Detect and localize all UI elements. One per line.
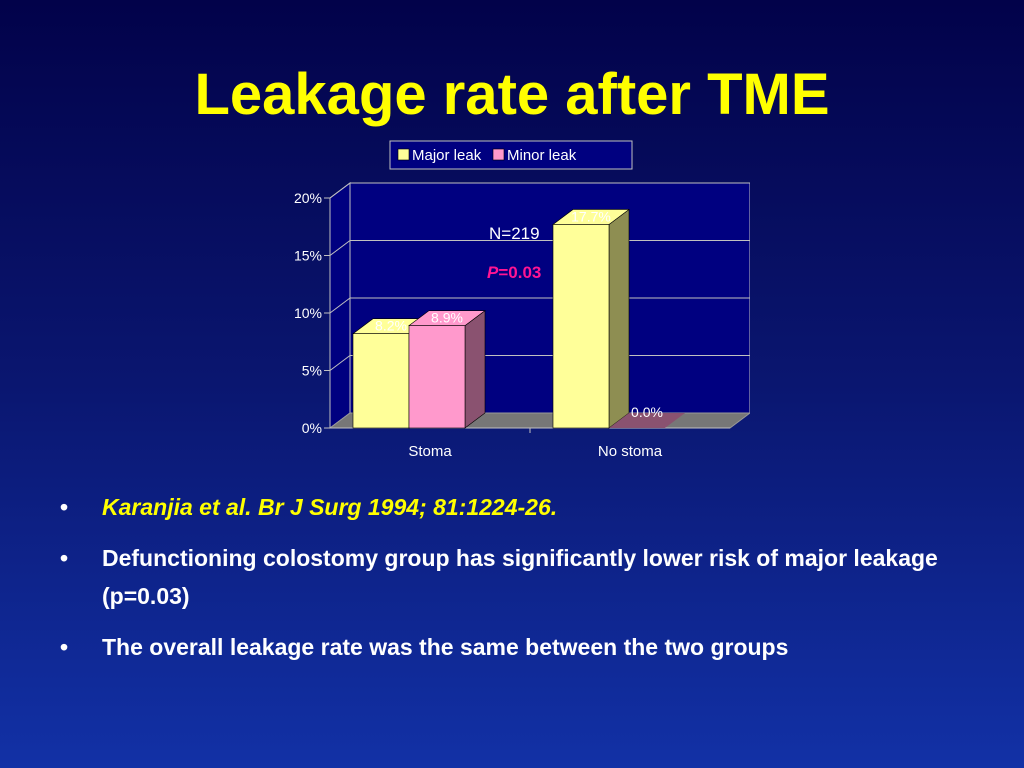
annotation-p-value: P=0.03 <box>487 263 541 282</box>
chart-legend: Major leak Minor leak <box>389 140 633 170</box>
bullet-marker: • <box>60 494 69 520</box>
annotation-p-number: =0.03 <box>498 263 541 282</box>
slide-title: Leakage rate after TME <box>194 62 830 127</box>
annotation-p-symbol: P <box>487 263 499 282</box>
bullet-text: Karanjia et al. Br J Surg 1994; 81:1224-… <box>102 494 558 520</box>
y-axis-tick-label: 20% <box>294 190 322 206</box>
bullet-marker: • <box>60 634 69 660</box>
bar-side <box>464 310 486 429</box>
bullet-text: Defunctioning colostomy group has signif… <box>102 545 938 609</box>
bullet-text: The overall leakage rate was the same be… <box>102 634 789 660</box>
bullet-list: • Karanjia et al. Br J Surg 1994; 81:122… <box>58 488 978 679</box>
chart-gridline-side <box>329 182 351 199</box>
data-label: 8.2% <box>375 318 407 334</box>
bar-chart: Major leak Minor leak 0% 5% 10% 15% 20% 8.2% 8.… <box>294 140 750 460</box>
legend-label: Minor leak <box>507 147 577 164</box>
x-axis-tick-label: No stoma <box>598 443 663 460</box>
annotation-n: N=219 <box>489 224 540 243</box>
chart-gridline-side <box>329 355 351 371</box>
bullet-finding: • Defunctioning colostomy group has sign… <box>58 539 978 615</box>
bullet-conclusion: • The overall leakage rate was the same … <box>58 628 978 666</box>
legend-swatch <box>397 148 410 161</box>
legend-box <box>389 140 633 170</box>
bar-top <box>609 413 685 428</box>
bar-side <box>608 208 630 429</box>
bar <box>408 325 466 429</box>
bullet-marker: • <box>60 545 69 571</box>
x-axis-tick-label: Stoma <box>408 443 452 460</box>
bullet-reference: • Karanjia et al. Br J Surg 1994; 81:122… <box>58 488 978 526</box>
y-axis-tick-label: 15% <box>294 248 322 264</box>
legend-swatch <box>492 148 505 161</box>
data-label: 0.0% <box>631 404 663 420</box>
y-axis-tick-label: 0% <box>302 420 322 436</box>
chart-plot-area: 0% 5% 10% 15% 20% 8.2% 8.9% Stoma 17.7% 0.0% No st… <box>294 182 750 460</box>
data-label: 8.9% <box>431 310 463 326</box>
bar <box>352 333 410 429</box>
legend-label: Major leak <box>412 147 482 164</box>
data-label: 17.7% <box>571 208 611 224</box>
y-axis-tick-label: 5% <box>302 363 322 379</box>
y-axis-tick-label: 10% <box>294 305 322 321</box>
bar <box>552 224 610 429</box>
chart-gridline-side <box>329 240 351 256</box>
chart-gridline-side <box>329 297 351 314</box>
